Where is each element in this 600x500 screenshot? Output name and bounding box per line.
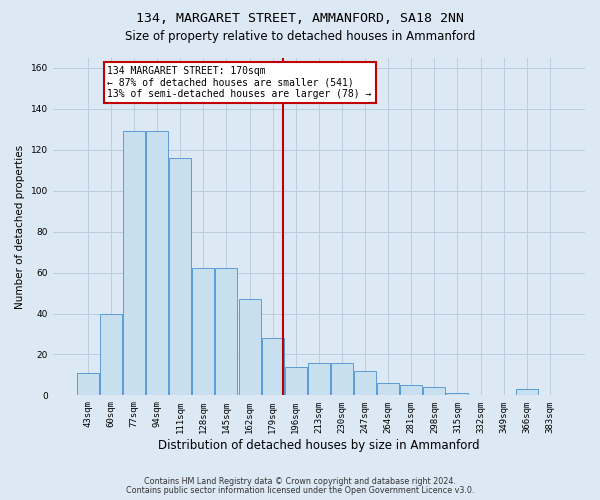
Bar xyxy=(354,371,376,396)
Bar xyxy=(215,268,238,396)
Text: Contains HM Land Registry data © Crown copyright and database right 2024.: Contains HM Land Registry data © Crown c… xyxy=(144,477,456,486)
Text: 134, MARGARET STREET, AMMANFORD, SA18 2NN: 134, MARGARET STREET, AMMANFORD, SA18 2N… xyxy=(136,12,464,26)
Bar xyxy=(239,299,260,396)
Text: 134 MARGARET STREET: 170sqm
← 87% of detached houses are smaller (541)
13% of se: 134 MARGARET STREET: 170sqm ← 87% of det… xyxy=(107,66,372,99)
X-axis label: Distribution of detached houses by size in Ammanford: Distribution of detached houses by size … xyxy=(158,440,479,452)
Bar xyxy=(400,385,422,396)
Bar xyxy=(169,158,191,396)
Bar xyxy=(424,388,445,396)
Bar xyxy=(100,314,122,396)
Bar xyxy=(516,390,538,396)
Bar xyxy=(193,268,214,396)
Bar xyxy=(377,383,399,396)
Bar xyxy=(331,362,353,396)
Text: Contains public sector information licensed under the Open Government Licence v3: Contains public sector information licen… xyxy=(126,486,474,495)
Bar xyxy=(123,131,145,396)
Bar xyxy=(262,338,284,396)
Bar xyxy=(308,362,330,396)
Bar xyxy=(446,394,469,396)
Text: Size of property relative to detached houses in Ammanford: Size of property relative to detached ho… xyxy=(125,30,475,43)
Bar xyxy=(77,373,99,396)
Bar xyxy=(285,367,307,396)
Y-axis label: Number of detached properties: Number of detached properties xyxy=(15,144,25,308)
Bar xyxy=(146,131,168,396)
